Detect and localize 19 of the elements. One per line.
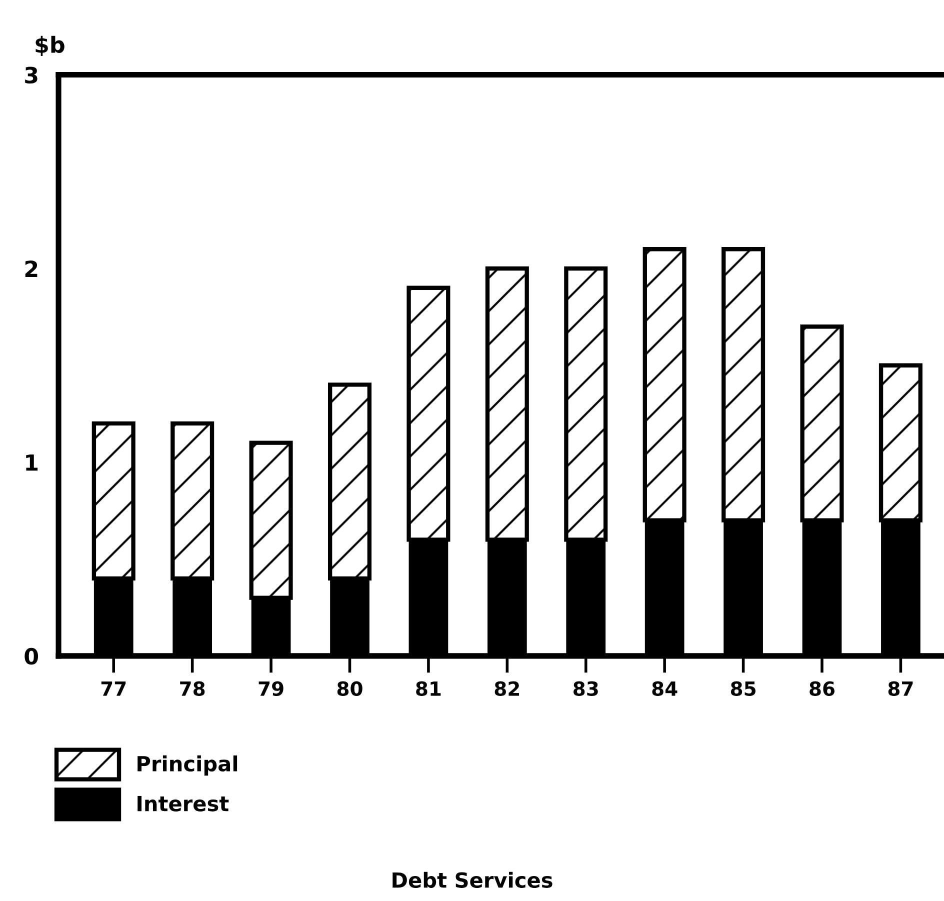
y-axis-title: $b xyxy=(36,36,64,56)
y-tick-label: 1 xyxy=(26,454,38,471)
x-tick-label: 79 xyxy=(258,681,284,696)
x-tick-label: 84 xyxy=(652,681,678,696)
x-tick-label: 86 xyxy=(810,681,834,696)
x-tick-label: 85 xyxy=(730,681,756,696)
y-tick-label: 0 xyxy=(24,648,38,665)
x-tick-label: 82 xyxy=(494,681,520,696)
text: Debt Services xyxy=(392,872,552,888)
x-tick-label: 83 xyxy=(574,681,598,696)
y-tick-label: 3 xyxy=(25,66,38,84)
x-tick-label: 77 xyxy=(101,682,126,696)
legend-label: Principal xyxy=(138,755,238,776)
x-tick-label: 78 xyxy=(180,681,205,696)
x-tick-label: 81 xyxy=(416,681,441,696)
x-tick-label: 80 xyxy=(337,681,362,696)
y-tick-label: 2 xyxy=(25,260,38,277)
legend-label: Interest xyxy=(138,796,229,812)
x-tick-label: 87 xyxy=(888,681,913,696)
